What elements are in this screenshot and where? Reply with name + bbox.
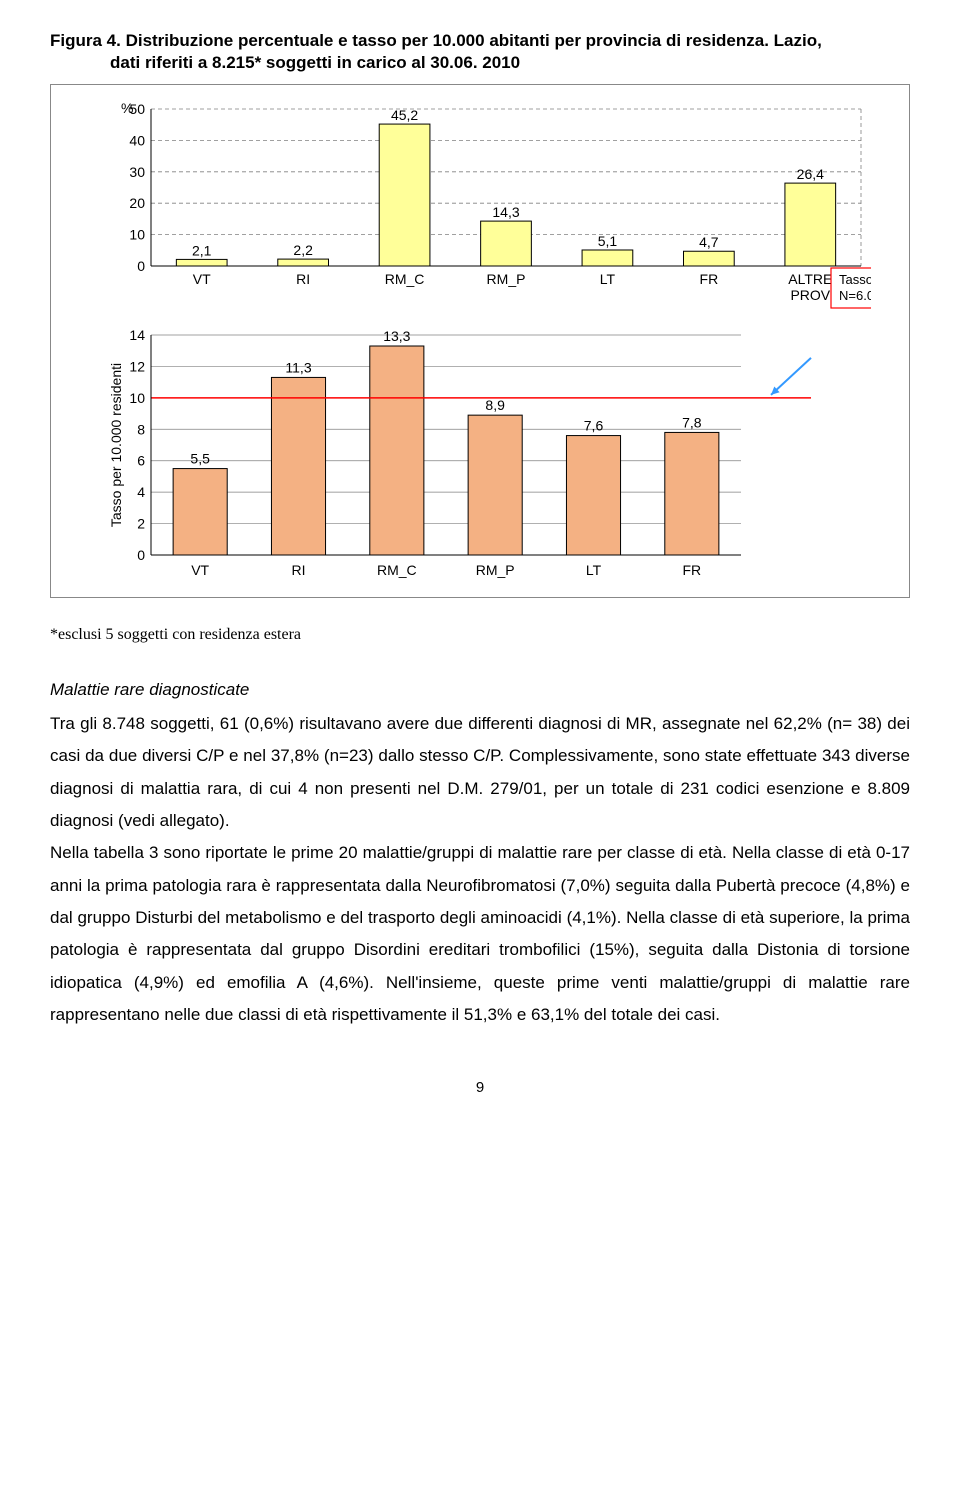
svg-text:0: 0 <box>137 547 145 563</box>
svg-text:11,3: 11,3 <box>285 360 311 376</box>
svg-text:40: 40 <box>129 133 145 149</box>
svg-text:7,8: 7,8 <box>682 415 702 431</box>
svg-text:12: 12 <box>129 359 145 375</box>
svg-text:Tasso regionale: Tasso regionale <box>839 272 871 287</box>
svg-text:4,7: 4,7 <box>699 234 719 250</box>
svg-text:26,4: 26,4 <box>797 166 824 182</box>
svg-text:14: 14 <box>129 327 145 343</box>
svg-text:20: 20 <box>129 195 145 211</box>
svg-text:VT: VT <box>193 271 211 287</box>
svg-text:2,2: 2,2 <box>293 242 313 258</box>
svg-text:6: 6 <box>137 453 145 469</box>
chart-bottom: Tasso per 10.000 residenti 0 2 4 6 8 10 12 14 5,5… <box>111 325 889 585</box>
figure-title-line1: Figura 4. Distribuzione percentuale e ta… <box>50 31 822 50</box>
svg-text:14,3: 14,3 <box>492 204 519 220</box>
figure-title-line2: dati riferiti a 8.215* soggetti in caric… <box>50 53 520 72</box>
svg-text:RM_P: RM_P <box>476 562 515 578</box>
figure-title: Figura 4. Distribuzione percentuale e ta… <box>50 30 910 74</box>
svg-text:N=6.044 residenti: N=6.044 residenti <box>839 288 871 303</box>
section-title: Malattie rare diagnosticate <box>50 680 910 700</box>
body-text: Tra gli 8.748 soggetti, 61 (0,6%) risult… <box>50 708 910 1031</box>
svg-text:RM_C: RM_C <box>385 271 425 287</box>
svg-text:2: 2 <box>137 516 145 532</box>
svg-text:FR: FR <box>682 562 701 578</box>
svg-text:8: 8 <box>137 421 145 437</box>
svg-text:13,3: 13,3 <box>383 328 410 344</box>
svg-text:10: 10 <box>129 390 145 406</box>
svg-text:ALTRE: ALTRE <box>788 271 832 287</box>
chart-top: %010203040502,1VT2,2RI45,2RM_C14,3RM_P5,… <box>111 95 889 325</box>
svg-text:2,1: 2,1 <box>192 243 212 259</box>
svg-text:0: 0 <box>137 258 145 274</box>
svg-text:5,1: 5,1 <box>598 233 618 249</box>
svg-text:10: 10 <box>129 227 145 243</box>
svg-text:7,6: 7,6 <box>584 418 604 434</box>
svg-text:RM_C: RM_C <box>377 562 417 578</box>
svg-text:Tasso per 10.000 residenti: Tasso per 10.000 residenti <box>111 363 124 527</box>
svg-text:RI: RI <box>292 562 306 578</box>
svg-text:PROV: PROV <box>790 287 830 303</box>
svg-text:RI: RI <box>296 271 310 287</box>
svg-text:5,5: 5,5 <box>190 451 210 467</box>
svg-text:FR: FR <box>700 271 719 287</box>
svg-text:RM_P: RM_P <box>487 271 526 287</box>
chart-container: %010203040502,1VT2,2RI45,2RM_C14,3RM_P5,… <box>50 84 910 598</box>
svg-text:30: 30 <box>129 164 145 180</box>
svg-text:50: 50 <box>129 101 145 117</box>
svg-text:LT: LT <box>586 562 602 578</box>
svg-text:8,9: 8,9 <box>485 397 505 413</box>
svg-text:LT: LT <box>600 271 616 287</box>
footnote: *esclusi 5 soggetti con residenza estera <box>50 626 910 644</box>
svg-text:VT: VT <box>191 562 209 578</box>
svg-text:45,2: 45,2 <box>391 107 418 123</box>
page-number: 9 <box>50 1079 910 1096</box>
svg-text:4: 4 <box>137 484 145 500</box>
